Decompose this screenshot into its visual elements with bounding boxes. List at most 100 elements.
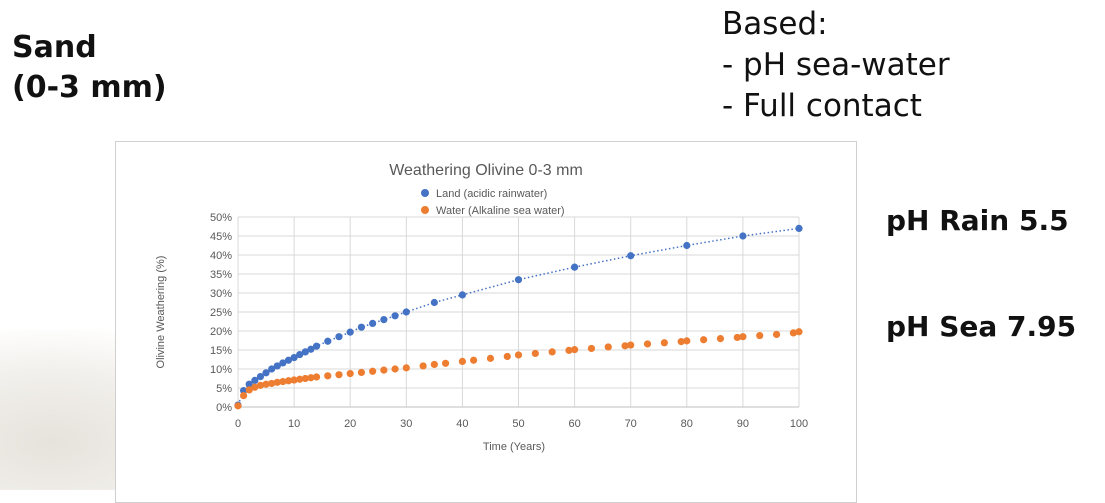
data-point <box>234 402 242 410</box>
data-point <box>627 252 635 260</box>
data-point <box>256 381 265 389</box>
data-point <box>296 350 304 359</box>
data-point <box>486 354 495 362</box>
data-point <box>307 374 315 382</box>
chart-legend: Land (acidic rainwater) Water (Alkaline s… <box>421 188 565 217</box>
data-point <box>733 333 741 342</box>
x-tick-label: 100 <box>790 418 808 430</box>
data-point <box>324 337 332 345</box>
data-point <box>402 308 410 316</box>
data-point <box>335 333 343 341</box>
data-point <box>240 392 248 400</box>
data-point <box>458 357 466 365</box>
data-point <box>470 356 478 364</box>
data-point <box>251 376 259 384</box>
data-point <box>430 298 438 307</box>
data-point <box>301 348 309 356</box>
data-point <box>739 333 747 341</box>
data-point <box>273 362 281 370</box>
data-point <box>312 373 321 381</box>
assumption-item-ph: - pH sea-water <box>722 47 950 83</box>
data-point <box>571 263 579 271</box>
data-point <box>324 372 332 380</box>
y-tick-label: 25% <box>210 307 232 319</box>
data-point <box>245 380 253 388</box>
chart-frame: Weathering Olivine 0-3 mm Land (acidic r… <box>115 141 857 503</box>
data-point <box>284 377 293 385</box>
data-point <box>458 291 466 299</box>
data-point <box>514 351 523 359</box>
data-point <box>548 348 556 356</box>
data-point <box>369 367 377 375</box>
data-point <box>290 376 298 384</box>
data-point <box>441 359 450 367</box>
legend-label: Land (acidic rainwater) <box>436 188 547 200</box>
data-point <box>419 362 427 370</box>
sand-heading-line1: Sand <box>12 30 97 65</box>
data-point <box>716 335 725 343</box>
legend-marker <box>421 206 429 214</box>
data-point <box>604 343 612 351</box>
data-point <box>245 386 253 394</box>
data-point <box>380 366 388 374</box>
data-point <box>514 276 523 284</box>
legend-marker <box>421 189 429 197</box>
data-point <box>268 379 276 388</box>
data-point <box>565 346 573 354</box>
data-point <box>268 365 276 373</box>
x-axis-label: Time (Years) <box>483 441 545 453</box>
y-axis-label: Olivine Weathering (%) <box>155 256 167 369</box>
sand-heading-line2: (0-3 mm) <box>12 70 167 105</box>
data-point <box>357 368 366 377</box>
data-point <box>256 373 265 381</box>
data-point <box>683 337 691 345</box>
data-point <box>346 328 354 336</box>
data-point <box>391 312 399 320</box>
data-point <box>251 383 259 391</box>
chart-axes: 0% 5% 10% 15% 20% 25% 30% 35% 40% 45% 50% 0 10 20 30 40… <box>210 212 808 430</box>
assumptions-title: Based: <box>722 6 828 42</box>
data-point <box>290 354 298 362</box>
data-point <box>795 224 803 232</box>
data-point <box>262 380 270 388</box>
chart-title: Weathering Olivine 0-3 mm <box>389 162 583 179</box>
x-tick-label: 40 <box>456 418 468 430</box>
y-tick-label: 30% <box>210 288 232 300</box>
data-point <box>335 371 343 379</box>
x-tick-label: 20 <box>344 418 356 430</box>
sand-heading: Sand (0-3 mm) <box>12 28 167 108</box>
chart-grid <box>237 216 800 408</box>
data-point <box>262 369 270 377</box>
y-tick-label: 20% <box>210 326 232 338</box>
x-tick-label: 50 <box>512 418 524 430</box>
chart-points <box>234 224 803 410</box>
data-point <box>531 349 539 358</box>
y-tick-label: 45% <box>210 231 232 243</box>
y-tick-label: 15% <box>210 345 232 357</box>
data-point <box>312 342 321 350</box>
x-tick-label: 10 <box>288 418 300 430</box>
data-point <box>273 378 281 386</box>
y-tick-label: 10% <box>210 364 232 376</box>
data-point <box>795 328 803 336</box>
data-point <box>402 364 410 372</box>
data-point <box>296 375 304 383</box>
data-point <box>789 329 797 337</box>
data-point <box>391 365 399 373</box>
x-tick-label: 30 <box>400 418 412 430</box>
y-tick-label: 35% <box>210 269 232 281</box>
y-tick-label: 0% <box>216 402 232 414</box>
x-tick-label: 80 <box>681 418 693 430</box>
data-point <box>279 377 287 386</box>
data-point <box>503 352 511 361</box>
data-point <box>240 387 248 395</box>
ph-sea-label: pH Sea 7.95 <box>886 310 1077 343</box>
data-point <box>571 346 579 354</box>
data-point <box>677 338 685 346</box>
ph-rain-label: pH Rain 5.5 <box>886 204 1069 237</box>
data-point <box>660 339 668 347</box>
data-point <box>369 319 377 327</box>
legend-label: Water (Alkaline sea water) <box>436 205 565 217</box>
data-point <box>587 344 596 353</box>
data-point <box>346 369 354 378</box>
